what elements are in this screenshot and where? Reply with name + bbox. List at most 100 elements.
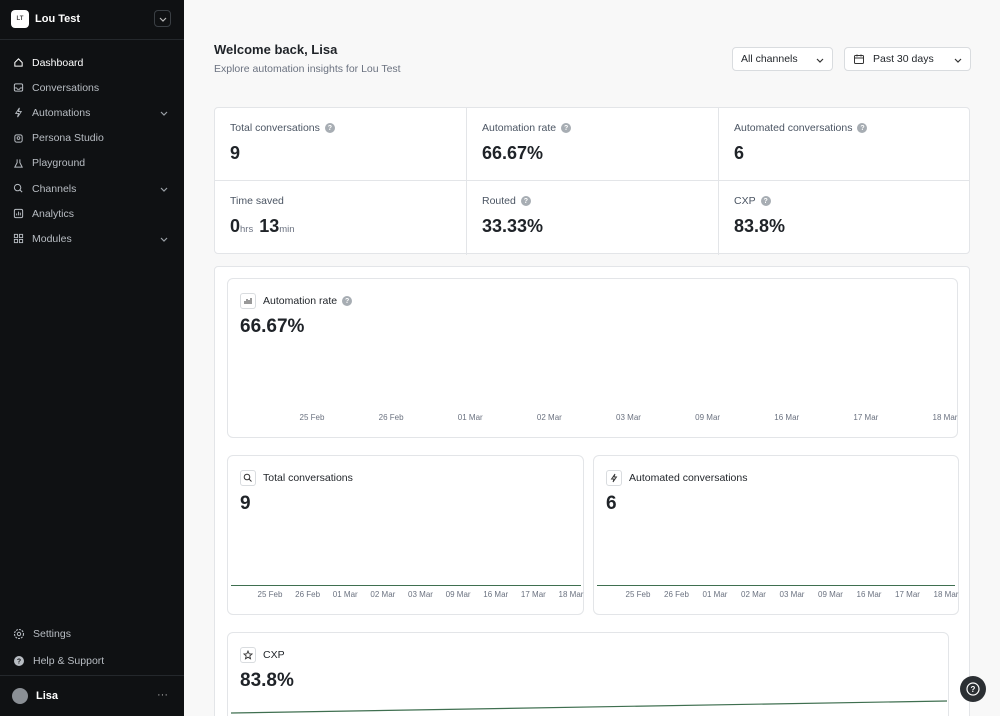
x-axis: 25 Feb 26 Feb 01 Mar 02 Mar 03 Mar 09 Mar 16 M… xyxy=(594,590,960,600)
kpi-value: 33.33% xyxy=(482,216,544,236)
chevron-down-icon[interactable] xyxy=(160,234,168,246)
nav-item-modules[interactable]: Modules xyxy=(0,226,184,251)
kpi-value: 83.8% xyxy=(734,216,786,236)
chart-value: 83.8% xyxy=(240,670,294,691)
kpi-label: Total conversations xyxy=(230,122,320,134)
x-tick-label: 16 Mar xyxy=(856,590,882,599)
persona-icon xyxy=(12,132,24,144)
svg-text:?: ? xyxy=(17,658,21,665)
nav-item-dashboard[interactable]: Dashboard xyxy=(0,50,184,75)
x-tick-label: 25 Feb xyxy=(625,590,651,599)
x-tick-label: 01 Mar xyxy=(702,590,728,599)
info-icon[interactable]: ? xyxy=(561,123,572,133)
bottom-nav: Settings ? Help & Support xyxy=(0,620,184,674)
x-tick-label: 18 Mar xyxy=(558,590,584,599)
kpi-value: 66.67% xyxy=(482,143,544,163)
bar-chart-icon xyxy=(240,293,256,309)
nav-label: Playground xyxy=(32,157,86,170)
nav-label: Modules xyxy=(32,232,72,245)
home-icon xyxy=(12,57,24,69)
minutes-unit: min xyxy=(279,224,295,235)
kpi-label: Automated conversations xyxy=(734,122,853,134)
chart-title: Total conversations xyxy=(263,472,353,484)
page-subtitle: Explore automation insights for Lou Test xyxy=(214,63,401,75)
chart-value: 9 xyxy=(240,493,251,514)
modules-icon xyxy=(12,233,24,245)
divider xyxy=(466,108,467,255)
nav-item-analytics[interactable]: Analytics xyxy=(0,201,184,226)
info-icon[interactable]: ? xyxy=(520,196,531,206)
info-icon[interactable]: ? xyxy=(857,123,868,133)
chevron-down-icon xyxy=(816,55,824,67)
x-tick-label: 18 Mar xyxy=(933,590,959,599)
chevron-down-icon[interactable] xyxy=(154,10,171,27)
nav-item-help[interactable]: ? Help & Support xyxy=(0,647,184,674)
x-tick-label: 16 Mar xyxy=(483,590,509,599)
x-tick-label: 03 Mar xyxy=(408,590,433,599)
x-tick-label: 25 Feb xyxy=(257,590,283,599)
nav-item-channels[interactable]: Channels xyxy=(0,176,184,201)
x-tick-label: 26 Feb xyxy=(295,590,321,599)
x-tick-label: 01 Mar xyxy=(457,413,483,422)
info-icon[interactable]: ? xyxy=(324,123,335,133)
kpi-value: 9 xyxy=(230,143,241,163)
nav-item-conversations[interactable]: Conversations xyxy=(0,75,184,100)
x-tick-label: 03 Mar xyxy=(779,590,805,599)
chart-card-cxp: CXP 83.8% xyxy=(227,632,949,716)
main-nav: Dashboard Conversations Automations Pers… xyxy=(0,50,184,252)
nav-label: Persona Studio xyxy=(32,132,104,145)
avatar xyxy=(12,688,28,704)
svg-text:?: ? xyxy=(971,685,976,694)
nav-item-settings[interactable]: Settings xyxy=(0,620,184,647)
kpi-value: 0hrs 13min xyxy=(230,216,301,237)
nav-item-persona-studio[interactable]: Persona Studio xyxy=(0,126,184,151)
sidebar: LT Lou Test Dashboard Conversations Auto… xyxy=(0,0,184,716)
chevron-down-icon[interactable] xyxy=(160,108,168,120)
chart-card-automated-conversations: Automated conversations 6 25 Feb 26 Feb 01… xyxy=(593,455,959,615)
nav-item-playground[interactable]: Playground xyxy=(0,151,184,176)
workspace-name: Lou Test xyxy=(35,13,81,25)
date-filter-dropdown[interactable]: Past 30 days xyxy=(844,47,971,71)
bolt-icon xyxy=(606,470,622,486)
chart-card-automation-rate: Automation rate? 66.67% 25 Feb 26 Feb 01 M… xyxy=(227,278,958,438)
calendar-icon xyxy=(853,53,865,68)
chat-icon xyxy=(240,470,256,486)
minutes-value: 13 xyxy=(259,216,280,236)
chevron-down-icon[interactable] xyxy=(160,184,168,196)
chart-icon xyxy=(12,208,24,220)
x-tick-label: 18 Mar xyxy=(932,413,958,422)
x-tick-label: 03 Mar xyxy=(616,413,641,422)
kpi-routed: Routed? 33.33% xyxy=(467,181,719,254)
info-icon[interactable]: ? xyxy=(342,296,353,306)
info-icon[interactable]: ? xyxy=(760,196,771,206)
x-tick-label: 02 Mar xyxy=(536,413,562,422)
date-filter-value: Past 30 days xyxy=(873,53,934,65)
x-tick-label: 17 Mar xyxy=(520,590,546,599)
workspace-logo: LT xyxy=(11,10,29,28)
flask-icon xyxy=(12,157,24,169)
kpi-automation-rate: Automation rate? 66.67% xyxy=(467,108,719,181)
kpi-label: Routed xyxy=(482,195,516,207)
nav-label: Settings xyxy=(33,627,71,640)
help-chat-button[interactable]: ? xyxy=(960,676,986,702)
page-title: Welcome back, Lisa xyxy=(214,42,338,57)
x-tick-label: 25 Feb xyxy=(299,413,325,422)
workspace-switcher[interactable]: LT Lou Test xyxy=(0,0,184,40)
kpi-automated-conversations: Automated conversations? 6 xyxy=(719,108,971,181)
kpi-time-saved: Time saved 0hrs 13min xyxy=(215,181,467,254)
kpi-total-conversations: Total conversations? 9 xyxy=(215,108,467,181)
help-icon: ? xyxy=(13,655,25,667)
kpi-value: 6 xyxy=(734,143,745,163)
chat-icon xyxy=(12,183,24,195)
chart-title: CXP xyxy=(263,649,285,661)
nav-label: Dashboard xyxy=(32,56,84,69)
kpi-cxp: CXP? 83.8% xyxy=(719,181,971,254)
more-icon[interactable]: ··· xyxy=(157,689,168,701)
divider xyxy=(718,108,719,255)
x-axis: 25 Feb 26 Feb 01 Mar 02 Mar 03 Mar 09 Mar 16 M… xyxy=(228,413,959,423)
user-menu[interactable]: Lisa ··· xyxy=(0,675,184,716)
nav-label: Analytics xyxy=(32,207,75,220)
nav-item-automations[interactable]: Automations xyxy=(0,100,184,125)
nav-label: Channels xyxy=(32,182,77,195)
channel-filter-dropdown[interactable]: All channels xyxy=(732,47,833,71)
